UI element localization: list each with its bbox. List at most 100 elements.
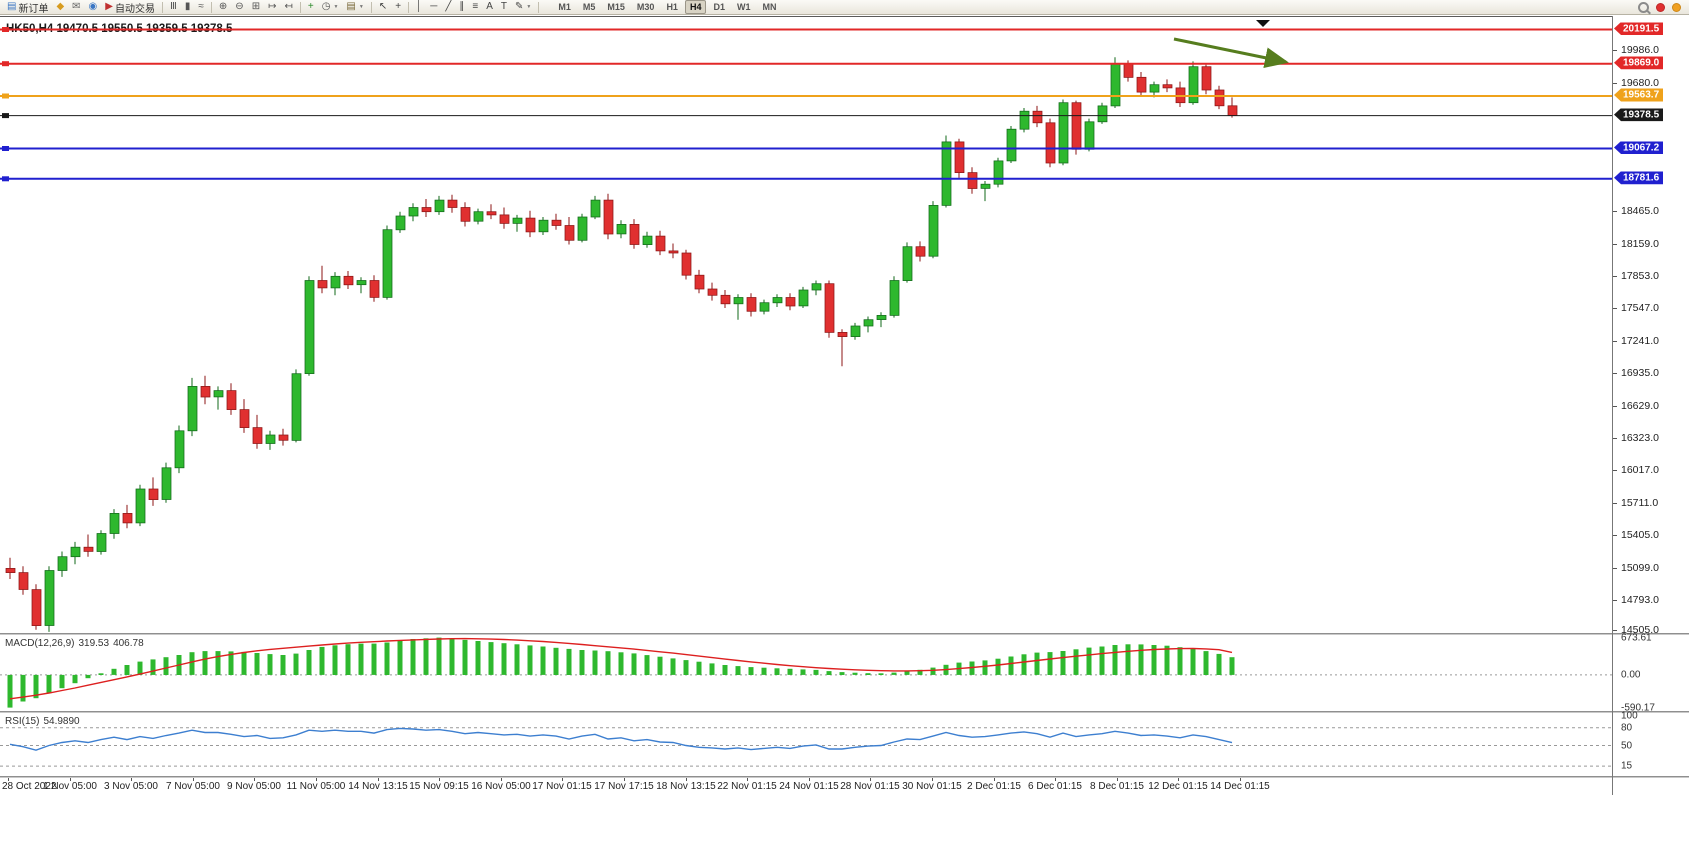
corner-badge[interactable] xyxy=(1672,2,1681,12)
time-axis-label: 8 Dec 01:15 xyxy=(1090,781,1144,792)
candle-down xyxy=(551,219,562,226)
triangle-marker[interactable] xyxy=(1256,20,1270,27)
time-axis[interactable]: 28 Oct 2022 1 Nov 05:00 3 Nov 05:00 7 Nov 0… xyxy=(0,778,1612,796)
candle-down xyxy=(720,294,731,305)
mailbox-button[interactable]: ✉ xyxy=(68,0,84,15)
time-axis-tick xyxy=(501,778,502,781)
line-anchor[interactable] xyxy=(2,113,9,119)
channel-button[interactable]: ∥ xyxy=(455,0,468,15)
macd-bar xyxy=(202,651,208,675)
macd-bar xyxy=(215,651,221,675)
notification-badge[interactable] xyxy=(1656,2,1665,12)
time-axis-tick xyxy=(994,778,995,781)
price-marker: 19869.0 xyxy=(1614,56,1664,70)
new-order-button[interactable]: ▤ 新订单 xyxy=(3,0,52,15)
macd-bar xyxy=(644,655,650,675)
macd-bar xyxy=(85,674,91,679)
alerts-button[interactable]: ◆ xyxy=(52,0,68,15)
line-anchor[interactable] xyxy=(2,146,9,151)
candle-up xyxy=(1058,102,1069,164)
templates-button[interactable]: ▤ ▼ xyxy=(342,0,367,15)
price-axis-tick xyxy=(1613,340,1617,342)
macd-bar xyxy=(579,650,585,675)
zoom-out-button[interactable]: ⊖ xyxy=(231,0,247,15)
dropdown-caret-icon: ▼ xyxy=(526,4,532,10)
auto-scroll-button[interactable]: ↦ xyxy=(264,0,280,15)
line-anchor[interactable] xyxy=(2,176,9,182)
price-axis-label: 19680.0 xyxy=(1621,76,1659,89)
horizontal-line-icon: ─ xyxy=(430,1,438,12)
market-button[interactable]: ◉ xyxy=(85,0,102,15)
macd-bar xyxy=(410,639,416,675)
timeframe-m1-button[interactable]: M1 xyxy=(558,2,571,12)
macd-bar xyxy=(852,672,858,675)
timeframe-mn-button[interactable]: MN xyxy=(762,2,777,12)
price-axis-tick xyxy=(1613,470,1617,472)
arrows-button[interactable]: ✎ ▼ xyxy=(511,0,535,15)
macd-main-value: 319.53 xyxy=(78,638,110,649)
macd-bar xyxy=(839,672,845,675)
panel-divider[interactable] xyxy=(0,711,1689,713)
price-axis-tick xyxy=(1613,502,1617,504)
line-anchor[interactable] xyxy=(2,27,9,32)
time-axis-label: 14 Nov 13:15 xyxy=(348,781,408,792)
search-icon[interactable] xyxy=(1638,1,1649,13)
macd-panel-canvas[interactable] xyxy=(0,635,1612,711)
timeframe-h4-button[interactable]: H4 xyxy=(684,0,707,14)
main-chart-canvas[interactable]: HK50,H4 19470.5 19550.5 19359.5 19378.5 xyxy=(0,16,1612,634)
price-axis-label: 14793.0 xyxy=(1621,593,1659,606)
macd-bar xyxy=(878,673,884,675)
timeframe-h1-button[interactable]: H1 xyxy=(666,2,678,12)
price-axis-tick xyxy=(1613,373,1617,375)
timeframe-d1-button[interactable]: D1 xyxy=(713,2,725,12)
autotrading-button[interactable]: ▶ 自动交易 xyxy=(101,0,159,15)
macd-bar xyxy=(917,669,923,675)
panel-divider[interactable] xyxy=(0,633,1689,635)
trendline-button[interactable]: ╱ xyxy=(441,0,455,15)
price-axis-tick xyxy=(1613,211,1617,213)
alert-icon: ◆ xyxy=(56,1,65,12)
periods-button[interactable]: ◷ ▼ xyxy=(318,0,343,15)
panel-divider[interactable] xyxy=(0,776,1689,778)
fibonacci-button[interactable]: ≡ xyxy=(468,0,482,15)
vertical-line-button[interactable]: │ xyxy=(412,0,426,15)
time-axis-tick xyxy=(131,778,132,781)
timeframe-w1-button[interactable]: W1 xyxy=(736,2,751,12)
candle-up xyxy=(304,280,315,374)
macd-bar xyxy=(436,637,442,675)
macd-bar xyxy=(293,653,299,675)
macd-bar xyxy=(397,640,403,675)
macd-bar xyxy=(670,658,676,675)
line-anchor[interactable] xyxy=(2,61,9,67)
trend-arrow[interactable] xyxy=(1173,37,1289,69)
cursor-button[interactable]: ↖ xyxy=(375,0,391,15)
rsi-panel-canvas[interactable] xyxy=(0,713,1612,776)
candle-down xyxy=(1162,84,1173,89)
candlestick-button[interactable]: ▮ xyxy=(181,0,195,15)
candle-down xyxy=(603,199,614,235)
horizontal-line-button[interactable]: ─ xyxy=(426,0,441,15)
price-axis-label: 14505.0 xyxy=(1621,624,1659,637)
macd-bar xyxy=(319,646,325,675)
line-anchor[interactable] xyxy=(2,93,9,99)
time-axis-tick xyxy=(254,778,255,781)
arrows-icon: ✎ xyxy=(515,1,524,12)
macd-bar xyxy=(267,654,273,675)
timeframe-m5-button[interactable]: M5 xyxy=(582,2,596,12)
new-order-button-label: 新订单 xyxy=(18,3,49,15)
zoom-in-button[interactable]: ⊕ xyxy=(215,0,231,15)
macd-bar xyxy=(1138,644,1144,675)
dropdown-caret-icon: ▼ xyxy=(333,4,339,10)
timeframe-m15-button[interactable]: M15 xyxy=(607,2,625,12)
chart-shift-button[interactable]: ↤ xyxy=(280,0,296,15)
line-chart-button[interactable]: ≈ xyxy=(194,0,208,15)
candle-down xyxy=(824,283,835,333)
indicators-button[interactable]: + xyxy=(304,0,318,15)
tile-windows-button[interactable]: ⊞ xyxy=(248,0,264,15)
crosshair-button[interactable]: + xyxy=(391,0,405,15)
bar-chart-button[interactable]: Ⅲ xyxy=(166,0,181,15)
text-button[interactable]: A xyxy=(482,0,497,15)
price-axis[interactable]: 19986.0 19680.0 18465.0 18159.0 17853.0 17547… xyxy=(1613,16,1689,795)
label-button[interactable]: T xyxy=(497,0,511,15)
timeframe-m30-button[interactable]: M30 xyxy=(636,2,655,12)
